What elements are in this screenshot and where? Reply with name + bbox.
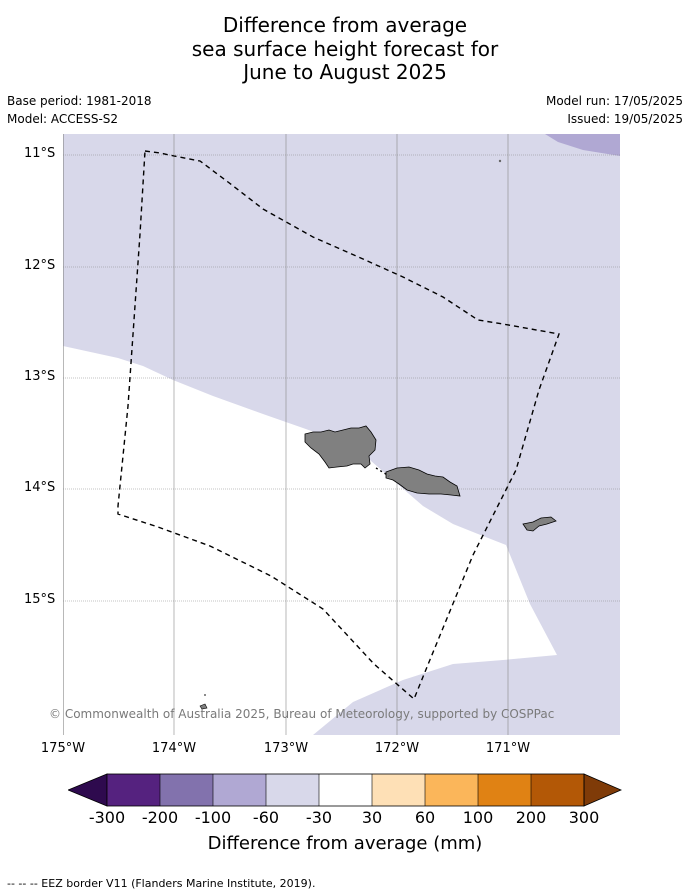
islet (199, 703, 208, 710)
eez-legend-note: -- -- -- EEZ border V11 (Flanders Marine… (7, 877, 316, 890)
savaii-island (304, 425, 377, 469)
colorbar-bin (160, 774, 213, 806)
model-text: Model: ACCESS-S2 (7, 112, 119, 126)
colorbar-tick: -100 (194, 808, 232, 827)
colorbar-bin (319, 774, 372, 806)
lon-label-175w: 175°W (40, 741, 86, 756)
colorbar-tick: 200 (515, 808, 547, 827)
title-line-1: Difference from average (222, 13, 468, 37)
colorbar-tick: 100 (462, 808, 494, 827)
eez-border (117, 150, 560, 701)
lon-label-172w: 172°W (374, 741, 420, 756)
lat-label-14s: 14°S (24, 480, 56, 495)
colorbar-bin (107, 774, 160, 806)
graticule (63, 134, 620, 735)
colorbar-label: Difference from average (mm) (207, 833, 483, 854)
colorbar-bin (266, 774, 319, 806)
islet (204, 694, 206, 696)
colorbar-bin (213, 774, 266, 806)
copyright-text: © Commonwealth of Australia 2025, Bureau… (49, 707, 555, 721)
colorbar (68, 773, 622, 807)
model-run-text: Model run: 17/05/2025 (545, 94, 683, 108)
colorbar-tick: -60 (252, 808, 280, 827)
map-title: Difference from average sea surface heig… (0, 13, 690, 85)
colorbar-tick: -200 (141, 808, 179, 827)
anomaly-region-near-average (63, 346, 557, 735)
colorbar-bin (478, 774, 531, 806)
colorbar-extend-high (583, 773, 622, 807)
title-line-2: sea surface height forecast for (191, 36, 499, 61)
lon-label-171w: 171°W (485, 741, 531, 756)
tutuila-island (522, 516, 557, 532)
colorbar-bin (425, 774, 478, 806)
anomaly-region-minus60-to-minus100 (545, 134, 620, 156)
lat-label-15s: 15°S (24, 592, 56, 607)
lon-label-174w: 174°W (151, 741, 197, 756)
issued-text: Issued: 19/05/2025 (567, 112, 683, 126)
colorbar-tick: 300 (568, 808, 600, 827)
colorbar-tick: 60 (414, 808, 436, 827)
upolu-island (385, 466, 461, 497)
lat-label-12s: 12°S (24, 258, 56, 273)
lat-label-11s: 11°S (24, 146, 56, 161)
colorbar-tick: -30 (305, 808, 333, 827)
colorbar-tick: -300 (88, 808, 126, 827)
colorbar-tick: 30 (361, 808, 383, 827)
colorbar-bin (372, 774, 425, 806)
title-line-3: June to August 2025 (243, 60, 447, 84)
colorbar-bin (531, 774, 584, 806)
lat-label-13s: 13°S (24, 369, 56, 384)
lon-label-173w: 173°W (263, 741, 309, 756)
sea-level-map (63, 134, 620, 735)
base-period-text: Base period: 1981-2018 (7, 94, 152, 108)
islet (498, 159, 502, 163)
colorbar-extend-low (68, 773, 108, 807)
